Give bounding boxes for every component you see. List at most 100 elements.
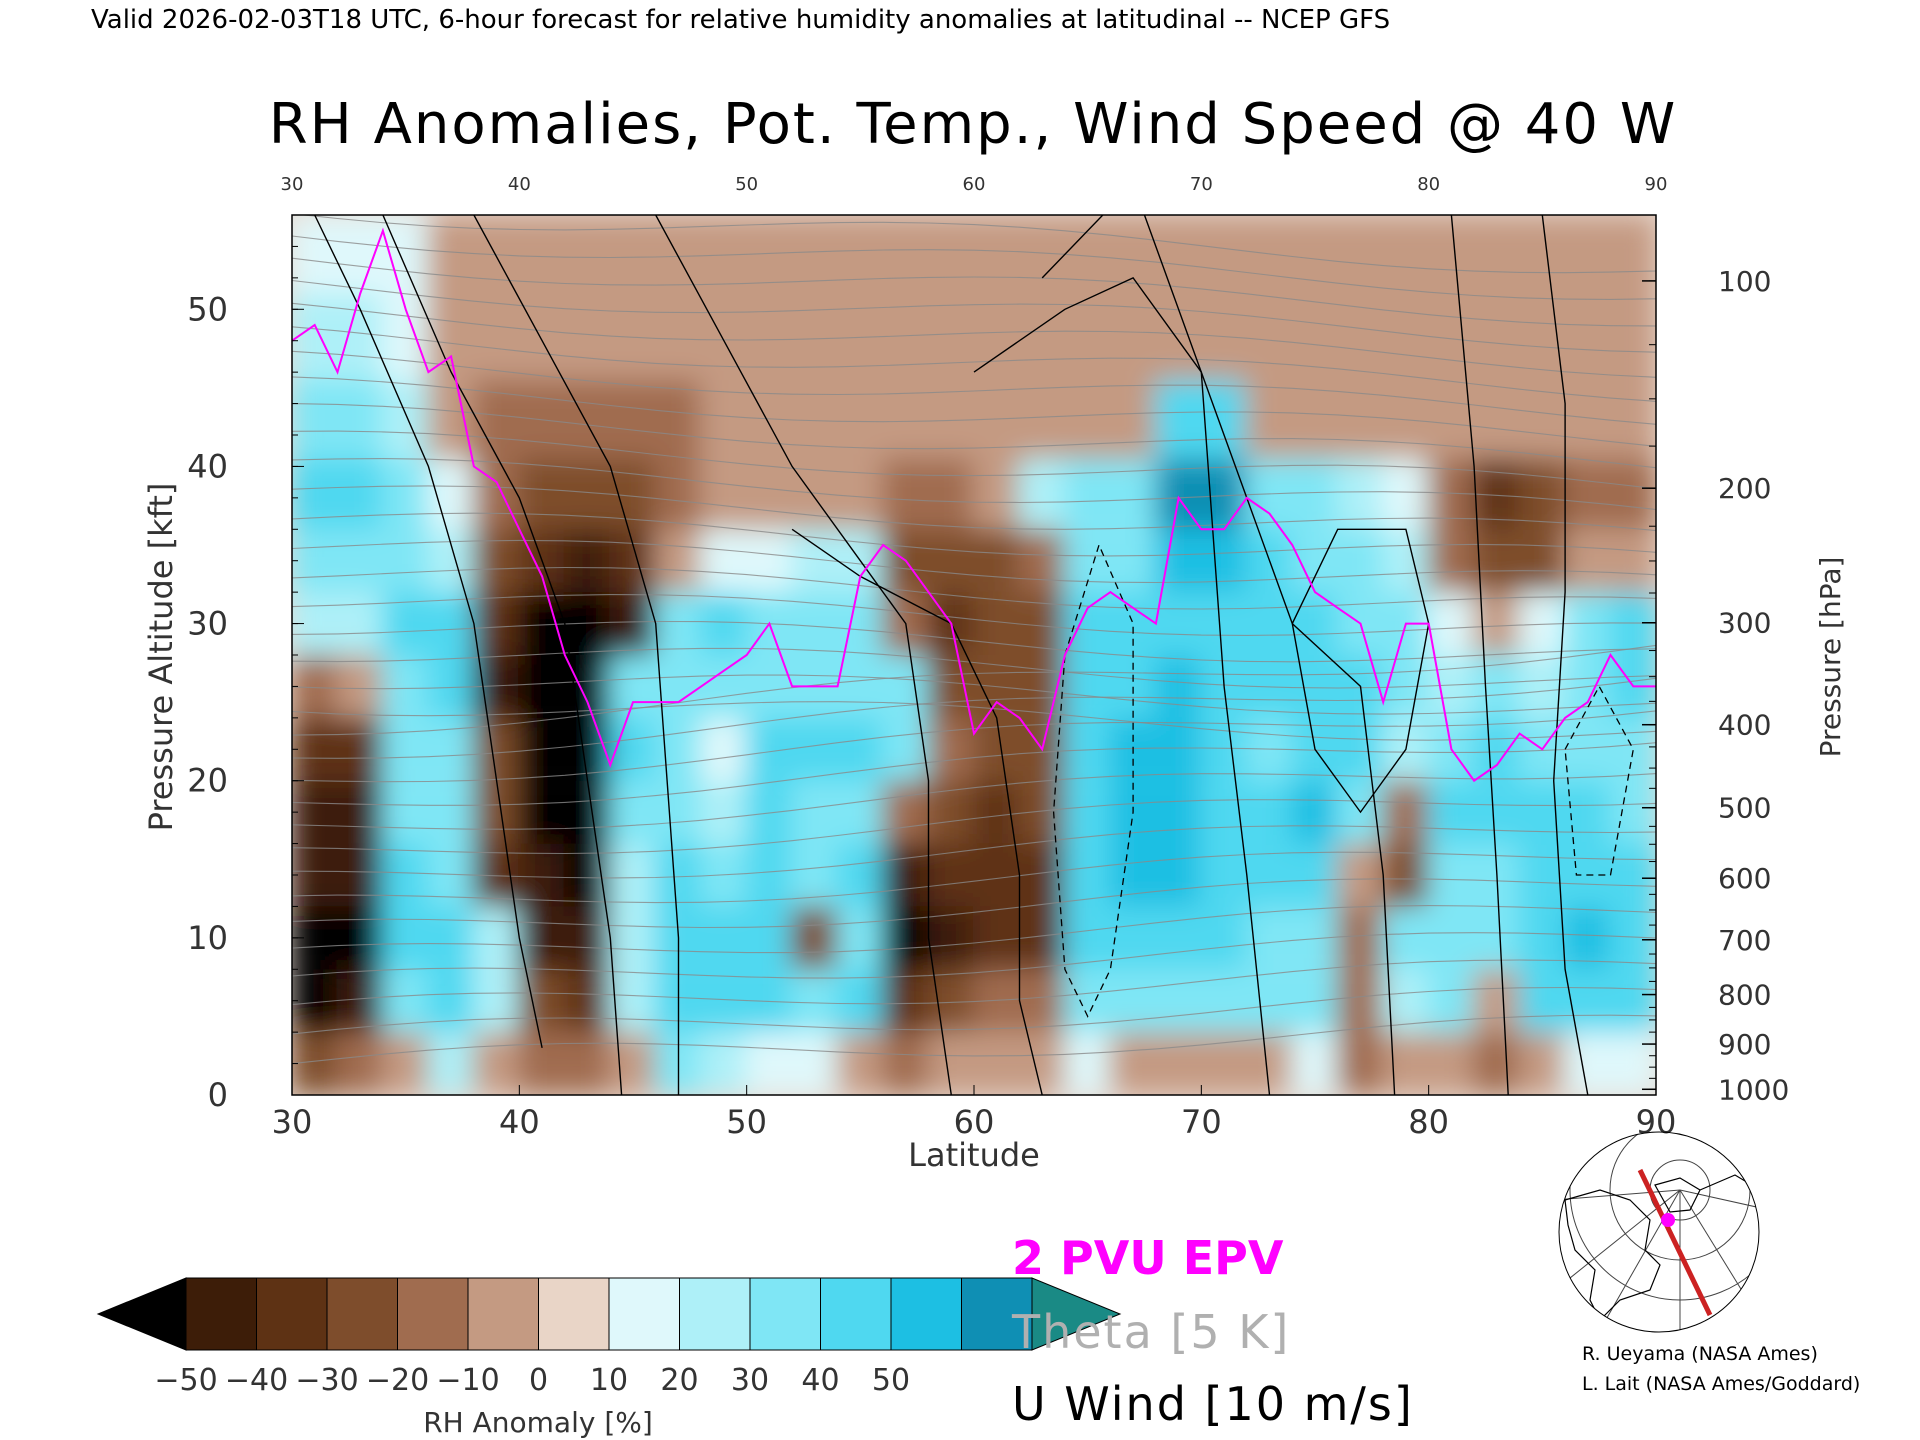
theta-isentrope	[292, 677, 1656, 759]
rh-cell	[927, 906, 976, 970]
rh-cell	[427, 655, 476, 718]
x-top-tick-label: 90	[1645, 174, 1668, 195]
rh-cell	[1154, 843, 1203, 907]
u-wind-contour-negative	[1052, 543, 1134, 1018]
pressure-tick-label: 100	[1718, 265, 1771, 298]
rh-cell	[745, 906, 794, 970]
colorbar-swatch	[185, 1277, 257, 1351]
rh-cell	[518, 215, 566, 294]
rh-cell	[427, 1032, 476, 1095]
rh-cell	[1109, 458, 1158, 530]
theta-isentrope	[292, 326, 1656, 402]
rh-cell	[1472, 1032, 1521, 1095]
rh-cell	[836, 780, 885, 844]
rh-cell	[1154, 592, 1203, 655]
rh-cell	[609, 906, 657, 970]
rh-cell	[1109, 529, 1158, 593]
rh-cell	[654, 592, 703, 655]
plot-area	[291, 214, 1657, 1096]
rh-cell	[927, 717, 976, 781]
rh-cell	[336, 293, 385, 380]
rh-cell	[563, 293, 612, 380]
rh-cell	[427, 380, 476, 459]
rh-cell	[836, 843, 885, 907]
rh-cell	[1472, 780, 1521, 844]
rh-cell	[1018, 969, 1067, 1033]
rh-cell	[790, 293, 839, 380]
rh-cell	[1427, 1032, 1476, 1095]
x-axis-bottom: 30 40 50 60 70 80 90	[272, 1085, 1676, 1141]
u-wind-contour	[1541, 215, 1589, 1095]
rh-cell	[1109, 906, 1158, 970]
rh-cell	[1472, 717, 1521, 781]
rh-cell	[336, 592, 385, 655]
rh-cell	[1109, 1032, 1158, 1095]
x-top-tick-label: 30	[281, 174, 304, 195]
rh-cell	[336, 780, 385, 844]
rh-cell	[1063, 843, 1112, 907]
y-tick-label: 20	[187, 762, 228, 800]
x-top-tick-label: 40	[508, 174, 531, 195]
rh-cell	[1472, 529, 1521, 593]
y-tick-label: 10	[187, 919, 228, 957]
theta-isentrope	[292, 701, 1656, 741]
y-tick-label: 50	[187, 290, 228, 328]
rh-cell	[1291, 655, 1339, 718]
rh-cell	[292, 529, 339, 593]
rh-cell	[1200, 843, 1248, 907]
rh-cell	[427, 458, 476, 530]
rh-cell	[1063, 592, 1112, 655]
rh-cell	[427, 592, 476, 655]
rh-cell	[472, 780, 521, 844]
rh-cell	[1518, 529, 1567, 593]
colorbar-tick-label: 40	[801, 1363, 839, 1398]
colorbar-label: RH Anomaly [%]	[423, 1406, 653, 1439]
colorbar-swatch	[397, 1277, 469, 1351]
theta-isentrope	[292, 302, 1656, 378]
rh-cell	[836, 717, 885, 781]
rh-cell	[1427, 780, 1476, 844]
rh-cell	[336, 906, 385, 970]
rh-cell	[381, 843, 430, 907]
rh-cell	[1382, 906, 1430, 970]
rh-cell	[292, 293, 339, 380]
rh-cell	[292, 1032, 339, 1095]
rh-cell	[381, 717, 430, 781]
colorbar-swatch	[538, 1277, 610, 1351]
colorbar-swatch	[326, 1277, 398, 1351]
rh-cell	[654, 717, 703, 781]
rh-cell	[654, 780, 703, 844]
rh-cell	[1200, 717, 1248, 781]
pressure-tick-label: 900	[1718, 1028, 1771, 1061]
rh-cell	[1472, 655, 1521, 718]
pressure-tick-label: 400	[1718, 709, 1771, 742]
theta-isentrope	[292, 825, 1656, 879]
colorbar-tick-label: 0	[529, 1363, 548, 1398]
rh-cell	[972, 1032, 1021, 1095]
x-tick-label: 60	[954, 1103, 995, 1141]
x-top-tick-label: 60	[963, 174, 986, 195]
rh-cell	[1609, 215, 1656, 294]
rh-cell	[472, 1032, 521, 1095]
rh-cell	[1154, 969, 1203, 1033]
rh-cell	[336, 458, 385, 530]
rh-cell	[927, 780, 976, 844]
theta-isentrope	[292, 851, 1656, 904]
rh-cell	[1291, 458, 1339, 530]
rh-cell	[881, 655, 930, 718]
rh-cell	[881, 458, 930, 530]
rh-cell	[1336, 717, 1385, 781]
rh-cell	[1336, 293, 1385, 380]
rh-cell	[745, 293, 794, 380]
pressure-tick-label: 700	[1718, 924, 1771, 957]
theta-isentrope	[299, 215, 1656, 274]
rh-cell	[518, 969, 566, 1033]
rh-cell	[1063, 458, 1112, 530]
rh-cell	[1154, 380, 1203, 459]
x-top-tick-label: 80	[1417, 174, 1440, 195]
rh-cell	[1427, 655, 1476, 718]
colorbar-swatch	[961, 1277, 1033, 1351]
rh-cell	[1427, 906, 1476, 970]
legend-epv: 2 PVU EPV	[1012, 1231, 1284, 1285]
rh-cell	[1018, 529, 1067, 593]
